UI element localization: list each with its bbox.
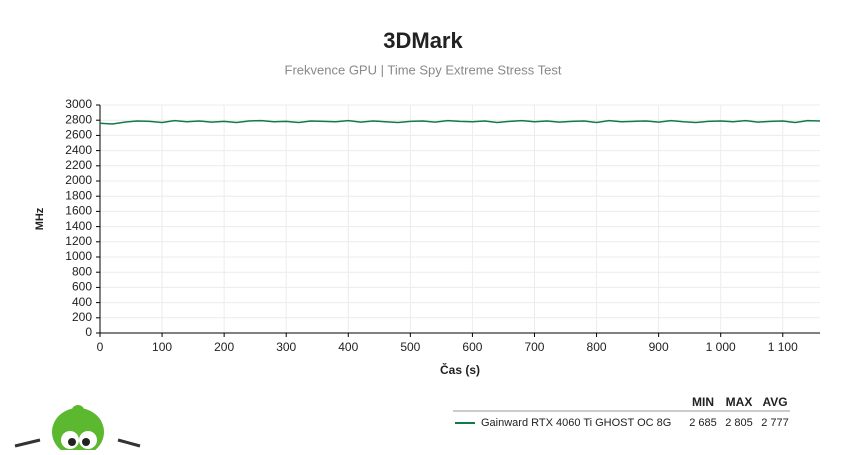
x-tick-label: 800 <box>587 340 607 354</box>
y-tick-label: 200 <box>72 310 92 324</box>
mascot <box>14 405 141 455</box>
series-line <box>99 119 821 125</box>
x-tick-label: 200 <box>214 340 234 354</box>
y-tick-label: 2800 <box>65 112 92 126</box>
x-tick-label: 1 100 <box>768 340 798 354</box>
stats-value: 2 805 <box>725 417 753 429</box>
y-tick-label: 2600 <box>65 128 92 142</box>
chart-title: 3DMark <box>383 28 463 53</box>
y-tick-label: 600 <box>72 280 92 294</box>
x-tick-label: 400 <box>338 340 358 354</box>
x-tick-label: 500 <box>400 340 420 354</box>
y-tick-label: 1800 <box>65 188 92 202</box>
stats-header: MIN <box>692 395 714 409</box>
stats-value: 2 777 <box>761 417 789 429</box>
y-tick-label: 2000 <box>65 173 92 187</box>
x-tick-label: 300 <box>276 340 296 354</box>
legend-label: Gainward RTX 4060 Ti GHOST OC 8G <box>481 417 671 429</box>
stats-header: MAX <box>726 395 753 409</box>
y-tick-label: 1000 <box>65 249 92 263</box>
chart-subtitle: Frekvence GPU | Time Spy Extreme Stress … <box>285 62 562 77</box>
x-tick-label: 1 000 <box>706 340 736 354</box>
y-tick-label: 3000 <box>65 97 92 111</box>
x-tick-label: 0 <box>97 340 104 354</box>
y-tick-label: 1200 <box>65 234 92 248</box>
y-tick-label: 400 <box>72 295 92 309</box>
y-tick-label: 0 <box>85 325 92 339</box>
y-tick-label: 2400 <box>65 143 92 157</box>
y-tick-label: 1600 <box>65 204 92 218</box>
y-axis-label: MHz <box>34 207 46 230</box>
x-tick-label: 100 <box>152 340 172 354</box>
x-tick-label: 700 <box>524 340 544 354</box>
y-tick-label: 2200 <box>65 158 92 172</box>
x-axis-label: Čas (s) <box>440 362 480 377</box>
stats-value: 2 685 <box>689 417 717 429</box>
x-tick-label: 900 <box>649 340 669 354</box>
x-tick-label: 600 <box>462 340 482 354</box>
y-tick-label: 800 <box>72 264 92 278</box>
y-tick-label: 1400 <box>65 219 92 233</box>
stats-header: AVG <box>762 395 787 409</box>
